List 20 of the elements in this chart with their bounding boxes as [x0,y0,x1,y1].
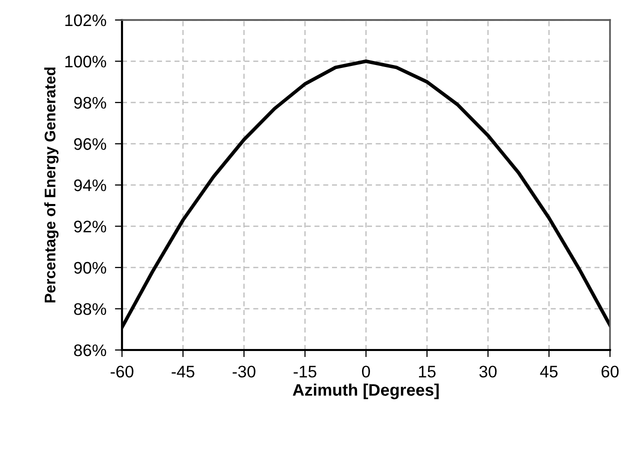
x-tick-label: 45 [540,366,558,378]
x-tick-label: 30 [479,366,497,378]
x-tick-label: -15 [294,366,316,378]
x-tick-label: -45 [172,366,194,378]
y-tick-label: 100% [65,56,106,68]
x-tick-label: -30 [232,366,256,378]
y-tick-label: 86% [74,344,106,356]
x-tick-label: 0 [362,366,370,378]
y-tick-label: 90% [74,262,106,274]
y-tick-label: 94% [74,179,106,192]
y-tick-label: 98% [74,96,106,109]
x-tick-label: 15 [419,366,436,378]
x-tick-label: 60 [602,366,619,378]
x-axis-title: Azimuth [Degrees] [292,384,439,400]
y-tick-label: 88% [74,303,106,315]
y-tick-label: 92% [74,220,106,232]
y-tick-label: 102% [65,14,106,26]
y-axis-title: Percentage of Energy Generated [44,68,59,302]
x-tick-label: -60 [110,366,134,378]
y-tick-label: 96% [74,138,106,150]
